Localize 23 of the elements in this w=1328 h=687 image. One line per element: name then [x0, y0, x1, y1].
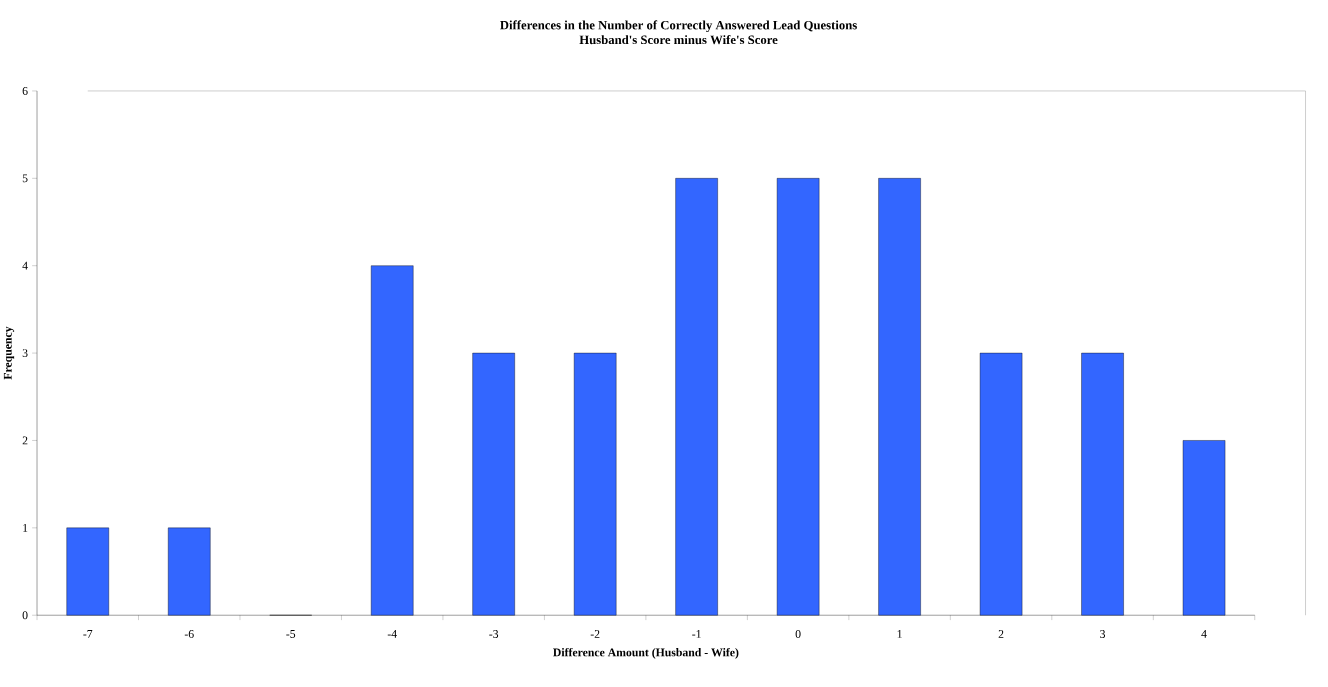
x-tick-label: -1: [692, 630, 701, 639]
x-tick-label: 3: [1100, 630, 1106, 639]
y-tick-label: 2: [22, 436, 28, 445]
x-tick-label: 2: [998, 630, 1004, 639]
y-tick-label: 3: [22, 349, 28, 358]
x-tick-label: -4: [387, 630, 397, 638]
x-tick-label: 4: [1201, 630, 1207, 638]
y-tick-label: 5: [22, 174, 28, 183]
y-tick-label: 0: [22, 611, 28, 620]
x-tick-label: -7: [83, 630, 93, 638]
chart-subtitle: Husband's Score minus Wife's Score: [579, 35, 778, 45]
x-tick-label: 1: [897, 630, 902, 639]
chart-title: Differences in the Number of Correctly Answered Lead Questions: [500, 20, 857, 33]
x-tick-label: 0: [795, 630, 801, 639]
y-tick-label: 1: [23, 524, 28, 532]
x-tick-label: -2: [590, 630, 600, 639]
y-axis-title: Frequency: [3, 326, 15, 380]
x-axis-title: Difference Amount (Husband - Wife): [553, 648, 739, 659]
y-tick-label: 6: [22, 87, 28, 96]
x-tick-label: -6: [184, 630, 194, 639]
y-tick-label: 4: [22, 262, 28, 270]
x-tick-label: -3: [489, 630, 499, 639]
x-tick-label: -5: [286, 630, 296, 639]
